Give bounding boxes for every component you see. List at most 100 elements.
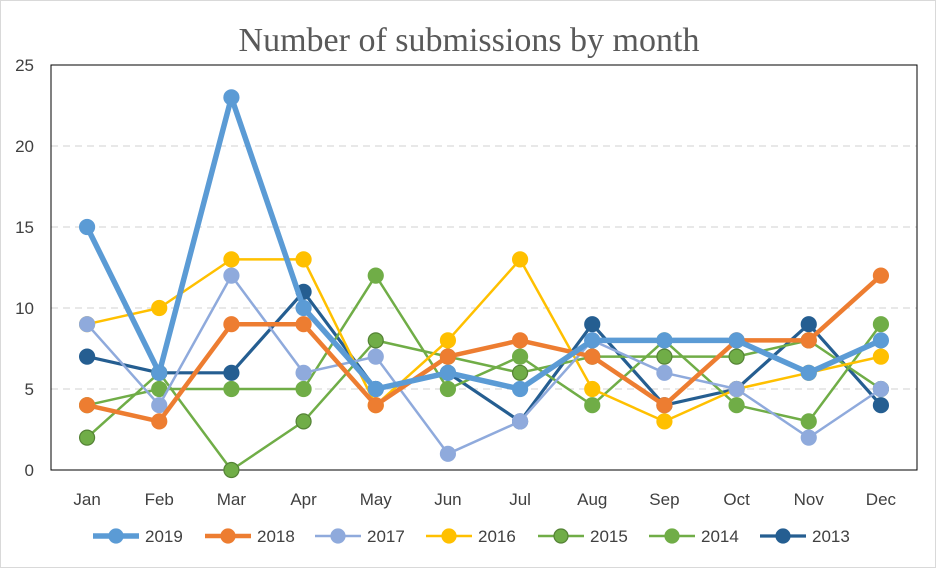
x-tick-label: Nov	[794, 490, 825, 509]
data-point-2019	[511, 380, 529, 398]
data-point-2014	[367, 267, 384, 284]
data-point-2013	[800, 316, 817, 333]
data-point-2017	[223, 267, 240, 284]
y-axis-tick-labels: 0 5 10 15 20 25	[15, 56, 34, 480]
data-point-2017	[800, 429, 817, 446]
y-tick-label: 0	[25, 461, 34, 480]
data-point-2018	[439, 348, 457, 365]
series-line-2015	[85, 339, 883, 472]
legend-item-2016: 2016	[426, 527, 516, 546]
x-tick-label: Jun	[434, 490, 461, 509]
data-point-2015	[78, 429, 96, 446]
gridlines	[51, 145, 917, 390]
data-point-2017	[151, 397, 168, 414]
legend-marker	[664, 528, 680, 544]
series-2014	[78, 267, 890, 430]
data-point-2019	[295, 299, 312, 317]
series-line-2013	[85, 290, 883, 423]
legend-marker	[441, 528, 457, 544]
data-point-2015	[295, 413, 312, 430]
data-point-2017	[367, 348, 384, 365]
x-tick-label: May	[360, 490, 393, 509]
series-line-2018	[84, 273, 884, 424]
x-tick-label: Jan	[73, 490, 100, 509]
data-point-2015	[223, 461, 240, 479]
legend-label: 2014	[701, 527, 739, 546]
series-line-2014	[85, 274, 883, 423]
legend: 2019 2018 2017 2016 2015 2014 2013	[93, 527, 850, 546]
data-point-2018	[511, 332, 529, 349]
x-axis-tick-labels: Jan Feb Mar Apr May Jun Jul Aug Sep Oct Nov Dec	[73, 490, 896, 509]
series-2019	[78, 89, 890, 398]
data-point-2017	[439, 445, 457, 462]
data-point-2019	[872, 332, 890, 349]
data-point-2013	[78, 348, 96, 365]
data-point-2013	[584, 316, 601, 333]
legend-marker	[775, 528, 791, 544]
data-point-2014	[223, 380, 240, 398]
data-point-2019	[656, 332, 673, 349]
data-point-2016	[584, 380, 601, 398]
data-point-2018	[151, 413, 168, 430]
data-point-2016	[511, 251, 529, 268]
chart-title: Number of submissions by month	[239, 22, 700, 59]
data-point-2017	[295, 364, 312, 381]
x-tick-label: Jul	[509, 490, 531, 509]
data-point-2013	[223, 364, 240, 381]
y-tick-label: 15	[15, 218, 34, 237]
data-point-2019	[439, 364, 457, 381]
data-point-2018	[78, 397, 96, 414]
data-point-2018	[800, 332, 817, 349]
y-tick-label: 5	[25, 380, 34, 399]
data-point-2015	[656, 348, 673, 365]
data-point-2018	[656, 397, 673, 414]
series-line-2019	[84, 94, 884, 392]
data-point-2019	[78, 218, 96, 236]
data-point-2014	[439, 380, 457, 398]
data-point-2019	[584, 332, 601, 349]
data-point-2018	[872, 267, 890, 284]
legend-marker	[220, 528, 236, 544]
data-point-2014	[800, 413, 817, 430]
x-tick-label: Mar	[217, 490, 247, 509]
legend-marker	[108, 528, 124, 544]
data-point-2014	[872, 316, 890, 333]
x-tick-label: Aug	[577, 490, 607, 509]
legend-label: 2017	[367, 527, 405, 546]
legend-marker	[553, 528, 569, 544]
data-point-2015	[367, 332, 384, 349]
legend-label: 2018	[257, 527, 295, 546]
data-point-2015	[511, 364, 529, 381]
x-tick-label: Dec	[866, 490, 897, 509]
series-line-2017	[85, 274, 883, 456]
data-point-2016	[656, 413, 673, 430]
data-point-2014	[728, 397, 745, 414]
legend-item-2019: 2019	[93, 527, 183, 546]
legend-marker	[330, 528, 346, 544]
data-point-2016	[872, 348, 890, 365]
y-tick-label: 20	[15, 137, 34, 156]
legend-item-2015: 2015	[538, 527, 628, 546]
data-point-2018	[295, 316, 312, 333]
plot-area-border	[50, 64, 918, 471]
legend-label: 2019	[145, 527, 183, 546]
data-point-2018	[223, 316, 240, 333]
data-point-2019	[223, 89, 240, 106]
data-point-2015	[728, 348, 745, 365]
legend-item-2018: 2018	[205, 527, 295, 546]
legend-item-2017: 2017	[315, 527, 405, 546]
legend-item-2013: 2013	[760, 527, 850, 546]
data-point-2017	[511, 413, 529, 430]
data-point-2016	[151, 299, 168, 317]
data-point-2016	[223, 251, 240, 268]
data-point-2014	[151, 380, 168, 398]
x-tick-label: Oct	[723, 490, 750, 509]
x-tick-label: Feb	[145, 490, 174, 509]
data-point-2016	[295, 251, 312, 268]
data-point-2017	[872, 380, 890, 398]
x-tick-label: Sep	[649, 490, 679, 509]
data-point-2017	[78, 316, 96, 333]
data-point-2019	[800, 364, 817, 381]
